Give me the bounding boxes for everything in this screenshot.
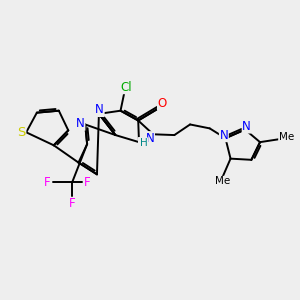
Text: N: N [76,117,85,130]
Text: Cl: Cl [120,81,132,94]
Text: N: N [242,120,251,133]
Text: Me: Me [279,132,294,142]
Text: H: H [140,138,148,148]
Text: N: N [220,129,228,142]
Text: S: S [17,126,26,139]
Text: F: F [69,197,76,210]
Text: N: N [146,132,154,145]
Text: O: O [158,97,167,110]
Text: F: F [44,176,50,189]
Text: Me: Me [215,176,230,186]
Text: N: N [139,138,147,151]
Text: F: F [84,176,90,189]
Text: N: N [95,103,104,116]
